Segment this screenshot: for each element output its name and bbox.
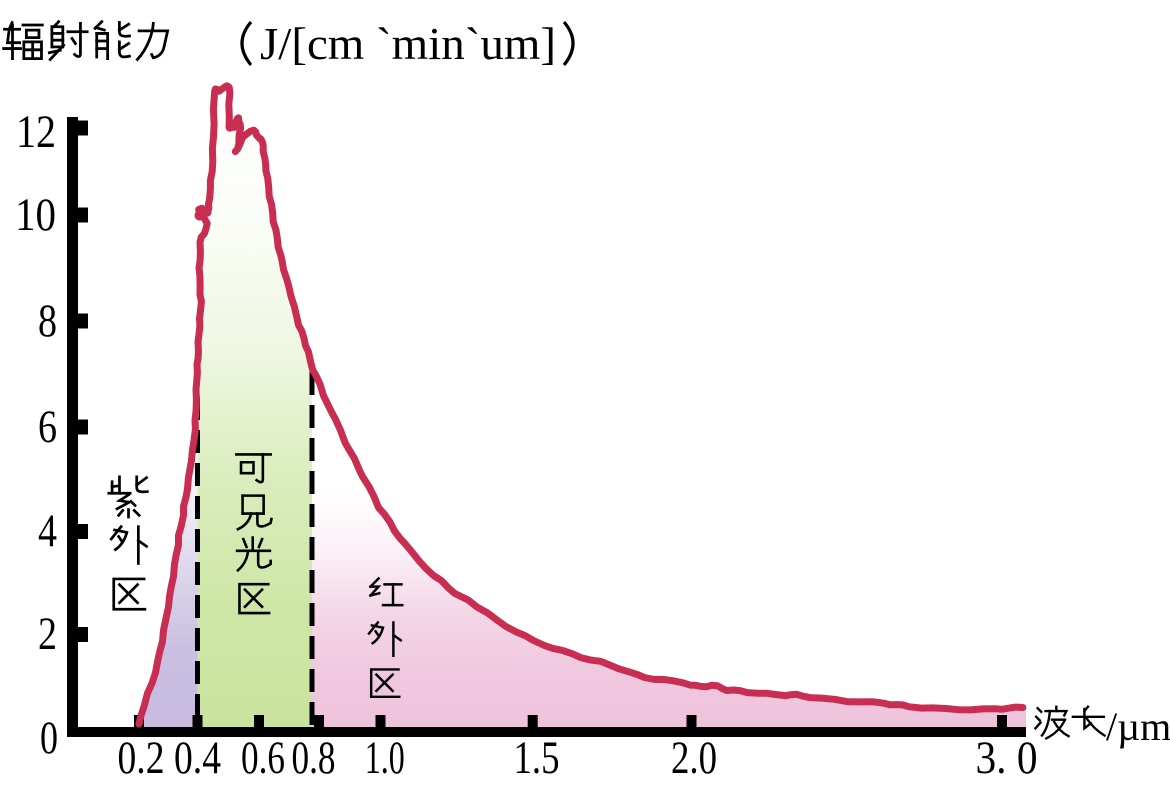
- svg-text:2.0: 2.0: [671, 732, 717, 784]
- svg-text:4: 4: [38, 505, 57, 557]
- svg-text:2: 2: [38, 608, 57, 660]
- svg-text:0.2: 0.2: [118, 732, 165, 784]
- svg-text:1.5: 1.5: [514, 732, 560, 784]
- svg-text:0.6: 0.6: [241, 732, 285, 784]
- svg-text:12: 12: [16, 106, 56, 158]
- svg-text:3. 0: 3. 0: [976, 732, 1038, 784]
- svg-text:/µm: /µm: [1106, 704, 1170, 749]
- svg-text:6: 6: [38, 401, 57, 453]
- svg-text:J/[cm `min`um]: J/[cm `min`um]: [260, 18, 556, 69]
- svg-text:1.0: 1.0: [365, 732, 405, 784]
- svg-text:0.4: 0.4: [174, 732, 221, 784]
- svg-text:8: 8: [38, 295, 57, 347]
- svg-text:10: 10: [15, 189, 56, 241]
- svg-text:0: 0: [40, 712, 58, 764]
- svg-text:0.8: 0.8: [292, 732, 336, 784]
